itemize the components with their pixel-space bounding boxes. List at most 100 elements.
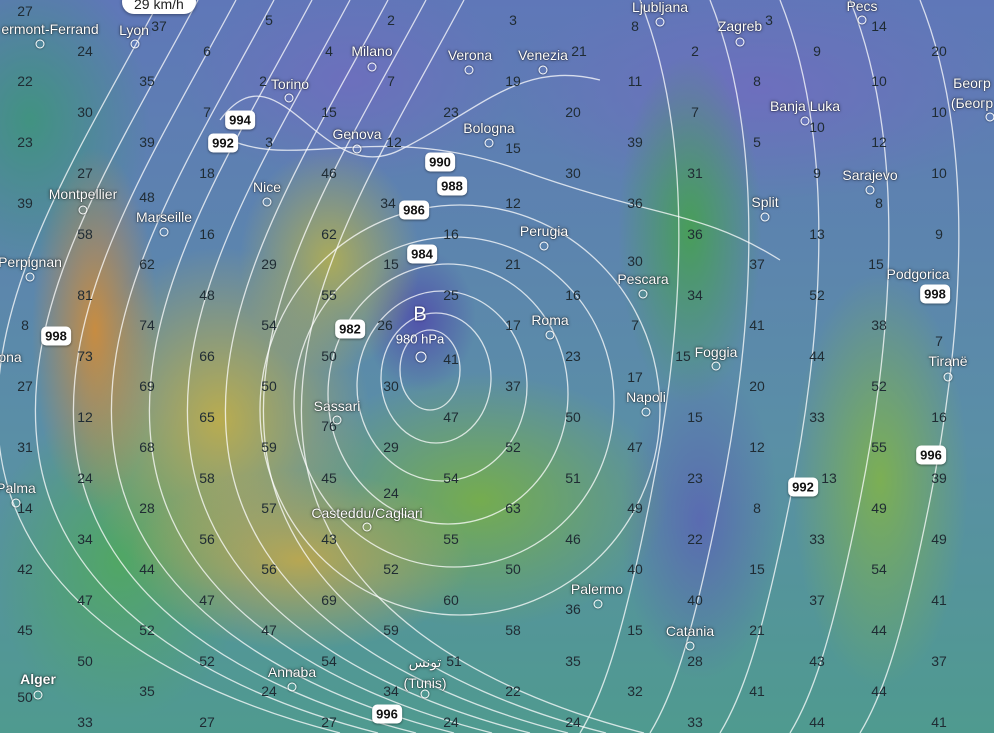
city-label-foggia[interactable]: Foggia — [694, 344, 738, 360]
wind-speed-value: 8 — [875, 195, 883, 211]
city-marker-icon[interactable] — [262, 197, 272, 207]
city-label-city[interactable]: (Беогр — [950, 95, 994, 111]
wind-speed-value: 44 — [871, 683, 887, 699]
wind-speed-value: 52 — [871, 378, 887, 394]
city-marker-icon[interactable] — [985, 112, 994, 122]
wind-speed-value: 15 — [675, 347, 691, 364]
wind-speed-value: 8 — [631, 18, 639, 34]
city-label-marseille[interactable]: Marseille — [135, 209, 193, 225]
city-label-lyon[interactable]: Lyon — [119, 22, 149, 38]
city-marker-icon[interactable] — [420, 689, 430, 699]
city-label-banja-luka[interactable]: Banja Luka — [769, 98, 841, 114]
city-label-bologna[interactable]: Bologna — [463, 120, 515, 136]
city-label-alger[interactable]: Alger — [20, 671, 56, 687]
isobar-label: 988 — [437, 176, 467, 196]
city-label-sarajevo[interactable]: Sarajevo — [842, 167, 898, 183]
wind-speed-value: 45 — [321, 469, 337, 486]
wind-speed-value: 7 — [203, 103, 211, 120]
isobar-line — [262, 0, 607, 733]
wind-speed-value: 24 — [565, 713, 581, 730]
city-marker-icon[interactable] — [287, 682, 297, 692]
wind-speed-value: 21 — [571, 42, 587, 59]
city-marker-icon[interactable] — [711, 361, 721, 371]
city-label-genova[interactable]: Genova — [332, 126, 382, 142]
city-marker-icon[interactable] — [638, 289, 648, 299]
wind-speed-value: 40 — [687, 591, 703, 608]
city-label-sassari[interactable]: Sassari — [313, 398, 361, 414]
city-label-ljubljana[interactable]: Ljubljana — [631, 0, 689, 15]
city-label-ona[interactable]: ona — [0, 349, 22, 365]
city-marker-icon[interactable] — [35, 39, 45, 49]
city-label-venezia[interactable]: Venezia — [518, 47, 568, 63]
wind-speed-value: 12 — [871, 134, 887, 150]
wind-speed-value: 19 — [505, 73, 521, 89]
city-label-perugia[interactable]: Perugia — [519, 223, 569, 239]
city-label-torino[interactable]: Torino — [270, 76, 310, 92]
wind-speed-value: 33 — [687, 713, 703, 730]
wind-speed-value: 56 — [199, 530, 215, 547]
city-label-pecs[interactable]: Pecs — [846, 0, 878, 14]
city-marker-icon[interactable] — [545, 330, 555, 340]
city-marker-icon[interactable] — [655, 17, 665, 27]
city-label-ermont-ferrand[interactable]: ermont-Ferrand — [1, 21, 99, 37]
city-marker-icon[interactable] — [593, 599, 603, 609]
city-marker-icon[interactable] — [11, 498, 21, 508]
city-marker-icon[interactable] — [484, 138, 494, 148]
wind-speed-value: 5 — [265, 12, 273, 28]
city-marker-icon[interactable] — [33, 690, 43, 700]
city-label-catania[interactable]: Catania — [665, 623, 715, 639]
city-marker-icon[interactable] — [332, 415, 342, 425]
city-label-tunis[interactable]: (Tunis) — [403, 675, 447, 691]
city-marker-icon[interactable] — [800, 116, 810, 126]
wind-speed-value: 27 — [321, 713, 337, 730]
wind-speed-value: 27 — [199, 713, 215, 730]
city-marker-icon[interactable] — [352, 144, 362, 154]
city-marker-icon[interactable] — [760, 212, 770, 222]
city-label-perpignan[interactable]: Perpignan — [0, 254, 62, 270]
wind-speed-value: 12 — [77, 408, 93, 425]
city-label-city[interactable]: تونس — [408, 654, 442, 670]
city-label-milano[interactable]: Milano — [351, 43, 393, 59]
city-marker-icon[interactable] — [78, 205, 88, 215]
isobar-line — [380, 312, 492, 444]
city-marker-icon[interactable] — [367, 62, 377, 72]
city-label-podgorica[interactable]: Podgorica — [886, 266, 950, 282]
city-marker-icon[interactable] — [130, 39, 140, 49]
city-label-zagreb[interactable]: Zagreb — [717, 18, 763, 34]
city-label-split[interactable]: Split — [751, 194, 779, 210]
city-label-pescara[interactable]: Pescara — [617, 271, 669, 287]
city-marker-icon[interactable] — [464, 65, 474, 75]
wind-speed-value: 41 — [749, 317, 765, 333]
city-label-tiran[interactable]: Tiranë — [928, 353, 968, 369]
city-label-napoli[interactable]: Napoli — [626, 389, 666, 405]
city-marker-icon[interactable] — [857, 15, 867, 25]
city-label-roma[interactable]: Roma — [531, 312, 569, 328]
city-label-annaba[interactable]: Annaba — [267, 664, 317, 680]
city-marker-icon[interactable] — [685, 641, 695, 651]
city-marker-icon[interactable] — [865, 185, 875, 195]
city-label-palma[interactable]: Palma — [0, 480, 36, 496]
city-label-city[interactable]: Беогр — [953, 75, 991, 91]
wind-speed-value: 41 — [443, 350, 459, 367]
city-marker-icon[interactable] — [25, 272, 35, 282]
city-label-nice[interactable]: Nice — [252, 179, 282, 195]
city-marker-icon[interactable] — [362, 522, 372, 532]
wind-speed-value: 48 — [199, 286, 215, 303]
city-marker-icon[interactable] — [538, 65, 548, 75]
wind-speed-value: 69 — [321, 591, 337, 608]
wind-speed-value: 41 — [749, 683, 765, 699]
city-label-palermo[interactable]: Palermo — [570, 581, 624, 597]
city-marker-icon[interactable] — [284, 93, 294, 103]
city-marker-icon[interactable] — [641, 407, 651, 417]
city-label-verona[interactable]: Verona — [447, 47, 493, 63]
wind-speed-value: 27 — [17, 3, 33, 19]
city-label-casteddu-cagliari[interactable]: Casteddu/Cagliari — [311, 505, 423, 521]
isobar-label: 982 — [335, 319, 365, 339]
wind-speed-value: 49 — [931, 530, 947, 547]
city-label-montpellier[interactable]: Montpellier — [48, 186, 118, 202]
city-marker-icon[interactable] — [735, 37, 745, 47]
city-marker-icon[interactable] — [159, 227, 169, 237]
city-marker-icon[interactable] — [539, 241, 549, 251]
city-marker-icon[interactable] — [943, 372, 953, 382]
